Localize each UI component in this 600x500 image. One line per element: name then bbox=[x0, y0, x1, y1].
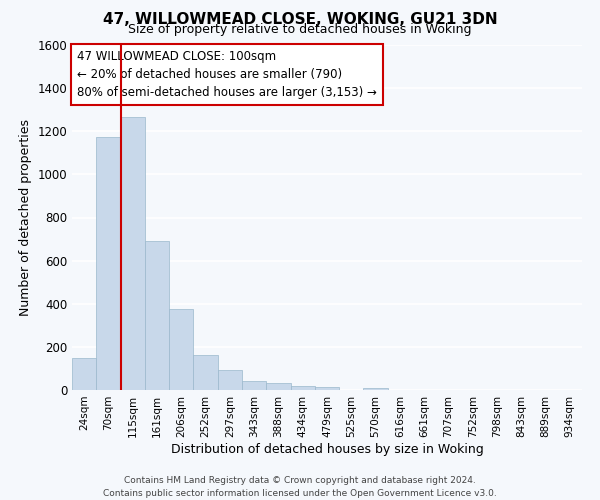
Text: Size of property relative to detached houses in Woking: Size of property relative to detached ho… bbox=[128, 22, 472, 36]
Bar bbox=[364, 388, 388, 390]
Bar bbox=[169, 309, 193, 390]
Bar bbox=[266, 383, 290, 390]
Text: Contains HM Land Registry data © Crown copyright and database right 2024.
Contai: Contains HM Land Registry data © Crown c… bbox=[103, 476, 497, 498]
Bar bbox=[96, 136, 121, 390]
X-axis label: Distribution of detached houses by size in Woking: Distribution of detached houses by size … bbox=[170, 442, 484, 456]
Text: 47, WILLOWMEAD CLOSE, WOKING, GU21 3DN: 47, WILLOWMEAD CLOSE, WOKING, GU21 3DN bbox=[103, 12, 497, 28]
Bar bbox=[218, 370, 242, 390]
Text: 47 WILLOWMEAD CLOSE: 100sqm
← 20% of detached houses are smaller (790)
80% of se: 47 WILLOWMEAD CLOSE: 100sqm ← 20% of det… bbox=[77, 50, 377, 99]
Bar bbox=[193, 355, 218, 390]
Bar bbox=[145, 241, 169, 390]
Bar bbox=[72, 358, 96, 390]
Bar bbox=[121, 117, 145, 390]
Bar bbox=[290, 386, 315, 390]
Bar bbox=[315, 387, 339, 390]
Bar bbox=[242, 382, 266, 390]
Y-axis label: Number of detached properties: Number of detached properties bbox=[19, 119, 32, 316]
